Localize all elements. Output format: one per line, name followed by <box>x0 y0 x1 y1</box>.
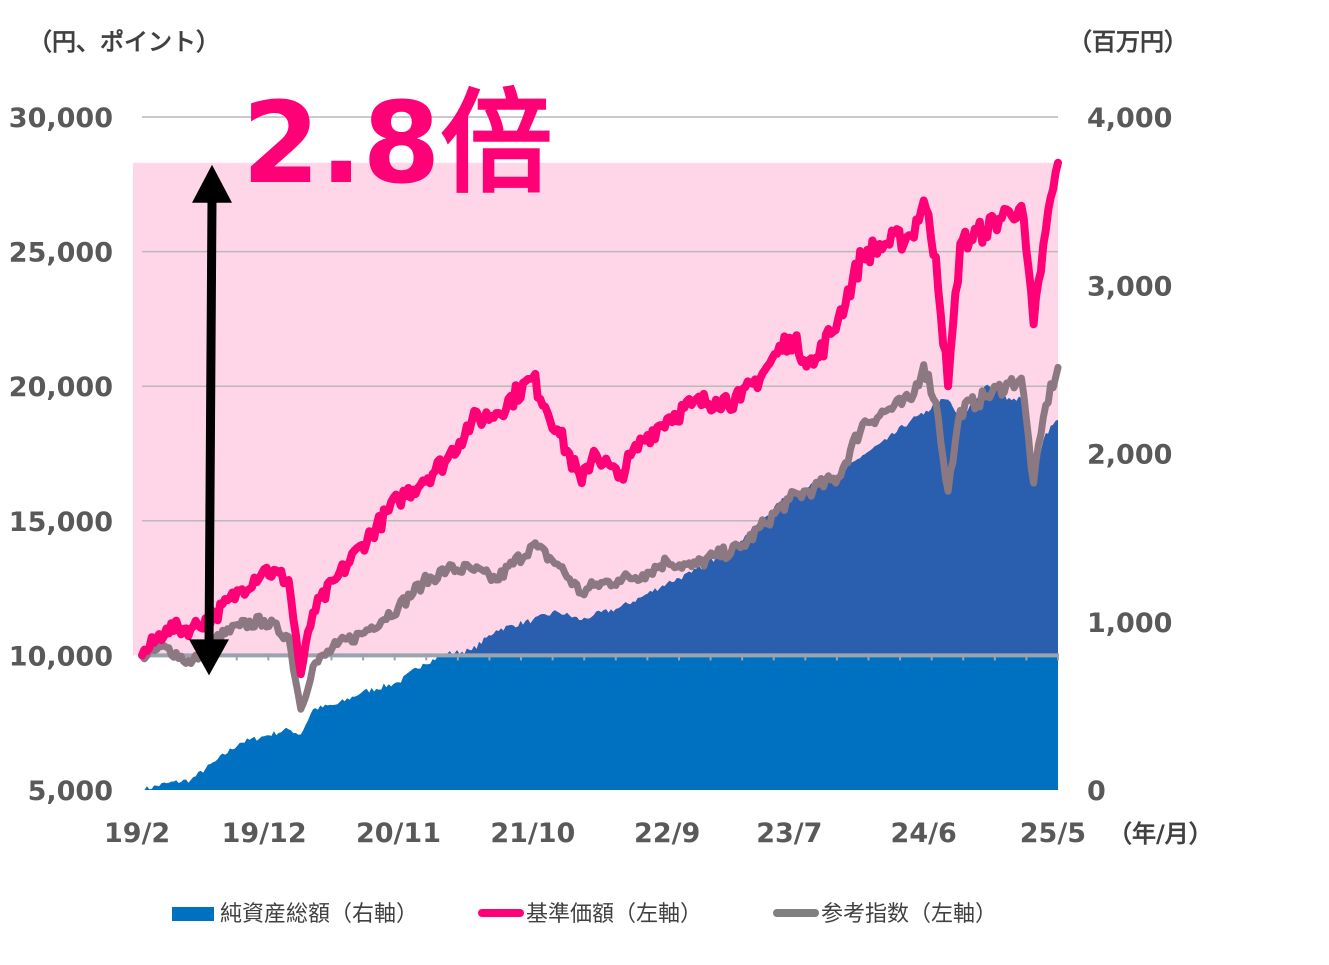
right-tick-label: 0 <box>1087 776 1106 807</box>
left-axis-ticks: 30,000 25,000 20,000 15,000 10,000 5,000 <box>9 103 113 807</box>
right-tick-label: 4,000 <box>1087 103 1172 134</box>
left-tick-label: 5,000 <box>28 776 113 807</box>
net-assets-area-band <box>441 384 1058 656</box>
right-axis-unit: （百万円） <box>1068 28 1188 56</box>
arrow-head-up <box>192 164 232 203</box>
legend: 純資産総額（右軸） 基準価額（左軸） 参考指数（左軸） <box>172 902 997 927</box>
right-tick-label: 3,000 <box>1087 271 1172 302</box>
legend-label: 参考指数（左軸） <box>821 902 997 927</box>
left-tick-label: 15,000 <box>9 507 113 538</box>
arrow-shaft <box>204 200 217 648</box>
benchmark-line <box>138 361 1062 713</box>
left-tick-label: 25,000 <box>9 238 113 269</box>
x-axis-unit: （年/月） <box>1108 820 1213 848</box>
left-tick-label: 30,000 <box>9 103 113 134</box>
nav-line <box>138 158 1062 679</box>
left-tick-label: 10,000 <box>9 641 113 672</box>
x-tick-label: 19/12 <box>222 818 307 849</box>
arrow-head-down <box>189 639 229 676</box>
x-tick-label: 23/7 <box>756 818 822 849</box>
right-axis-ticks: 4,000 3,000 2,000 1,000 0 <box>1087 103 1172 807</box>
x-tick-label: 24/6 <box>891 818 957 849</box>
right-tick-label: 2,000 <box>1087 440 1172 471</box>
x-axis-ticks: 19/2 19/12 20/11 21/10 22/9 23/7 24/6 25/5 <box>104 818 1086 849</box>
x-tick-label: 19/2 <box>104 818 170 849</box>
legend-swatch <box>172 907 214 921</box>
left-tick-label: 20,000 <box>9 372 113 403</box>
x-tick-label: 22/9 <box>634 818 700 849</box>
legend-label: 基準価額（左軸） <box>526 902 702 927</box>
right-tick-label: 1,000 <box>1087 608 1172 639</box>
growth-arrow <box>189 164 232 676</box>
legend-label: 純資産総額（右軸） <box>220 902 418 927</box>
x-tick-label: 21/10 <box>490 818 575 849</box>
left-axis-unit: （円、ポイント） <box>28 28 220 56</box>
x-tick-label: 25/5 <box>1020 818 1086 849</box>
multiplier-annotation: 2.8倍 <box>242 79 552 209</box>
x-tick-label: 20/11 <box>356 818 441 849</box>
